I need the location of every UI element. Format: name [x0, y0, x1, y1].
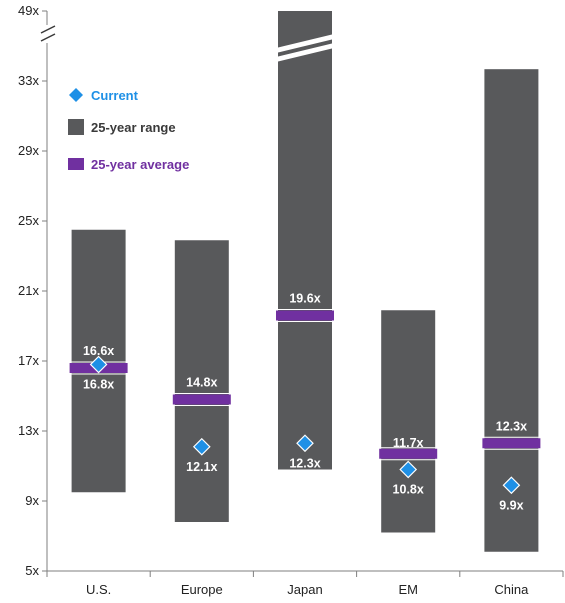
- y-tick-label: 9x: [25, 493, 39, 508]
- current-marker: [296, 434, 314, 453]
- axis-break-mark: [40, 33, 56, 42]
- y-tick-label: 17x: [18, 353, 39, 368]
- average-marker: [379, 448, 438, 459]
- bar-break-gap: [276, 34, 334, 53]
- range-bar: [381, 310, 436, 533]
- legend-label: 25-year average: [91, 157, 189, 172]
- current-marker: [399, 460, 418, 479]
- average-label: 11.7x: [393, 436, 424, 450]
- legend-average-icon: [68, 158, 84, 170]
- y-tick-label: 49x: [18, 3, 39, 18]
- current-label: 9.9x: [499, 498, 523, 512]
- current-label: 12.1x: [186, 460, 217, 474]
- axis-break-mark: [40, 25, 56, 34]
- y-tick-label: 33x: [18, 73, 39, 88]
- legend-range-icon: [68, 119, 84, 135]
- range-bar: [174, 240, 229, 522]
- x-category-label: EM: [398, 582, 418, 597]
- x-category-label: U.S.: [86, 582, 111, 597]
- legend-current-icon: [69, 88, 83, 102]
- y-tick-label: 29x: [18, 143, 39, 158]
- range-bar: [484, 69, 539, 552]
- y-tick-label: 21x: [18, 283, 39, 298]
- x-category-label: Japan: [287, 582, 322, 597]
- current-label: 16.8x: [83, 378, 114, 392]
- current-label: 12.3x: [289, 456, 320, 470]
- average-marker: [482, 438, 541, 449]
- bar-break-gap: [276, 43, 334, 62]
- average-marker: [172, 394, 231, 405]
- current-label: 10.8x: [393, 483, 424, 497]
- x-category-label: Europe: [181, 582, 223, 597]
- average-label: 19.6x: [289, 292, 320, 306]
- average-label: 12.3x: [496, 419, 527, 433]
- range-bar: [278, 11, 332, 470]
- y-tick-label: 13x: [18, 423, 39, 438]
- y-tick-label: 25x: [18, 213, 39, 228]
- average-label: 16.6x: [83, 344, 114, 358]
- average-label: 14.8x: [186, 376, 217, 390]
- legend-label: 25-year range: [91, 120, 176, 135]
- average-marker: [276, 310, 334, 321]
- legend-label: Current: [91, 88, 139, 103]
- current-marker: [192, 437, 211, 456]
- y-tick-label: 5x: [25, 563, 39, 578]
- x-category-label: China: [494, 582, 529, 597]
- current-marker: [502, 476, 521, 495]
- current-marker: [89, 355, 108, 374]
